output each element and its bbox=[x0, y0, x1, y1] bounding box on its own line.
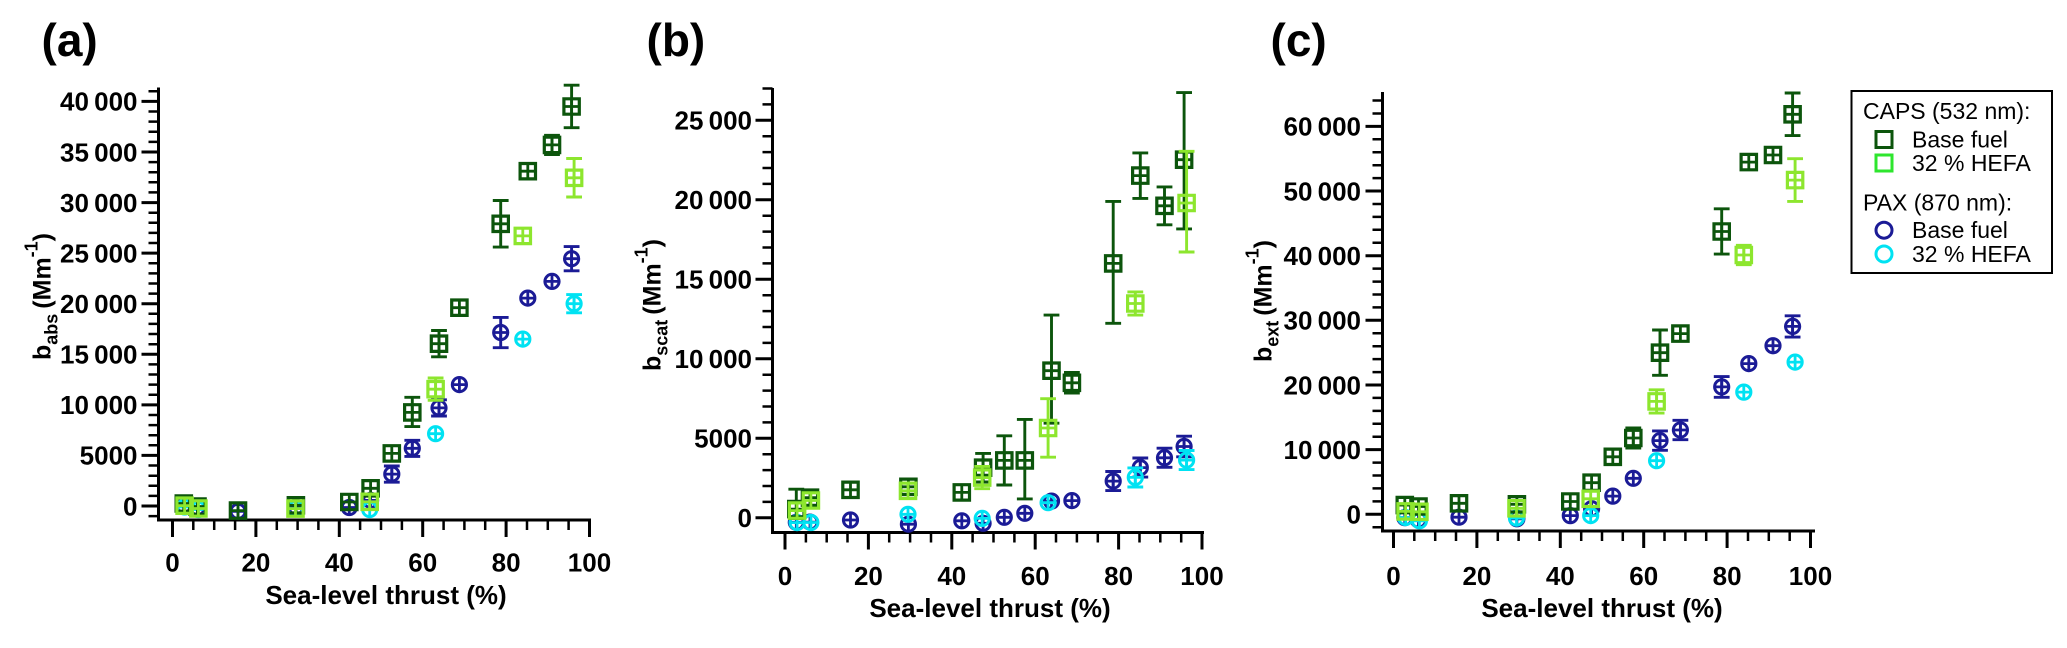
svg-text:20 000: 20 000 bbox=[1283, 370, 1361, 400]
svg-text:60: 60 bbox=[1021, 561, 1050, 591]
svg-text:Sea-level thrust (%): Sea-level thrust (%) bbox=[1481, 593, 1722, 623]
svg-text:Sea-level thrust (%): Sea-level thrust (%) bbox=[265, 580, 506, 610]
svg-text:15 000: 15 000 bbox=[60, 340, 138, 370]
svg-text:80: 80 bbox=[492, 548, 521, 578]
svg-text:bext (Mm-1): bext (Mm-1) bbox=[1243, 240, 1283, 362]
svg-text:bscat (Mm-1): bscat (Mm-1) bbox=[632, 239, 672, 371]
svg-text:10 000: 10 000 bbox=[1283, 435, 1361, 465]
svg-text:80: 80 bbox=[1713, 561, 1742, 591]
svg-text:0: 0 bbox=[778, 561, 792, 591]
svg-text:30 000: 30 000 bbox=[60, 188, 138, 218]
svg-text:100: 100 bbox=[568, 548, 611, 578]
svg-text:(b): (b) bbox=[647, 14, 706, 66]
svg-text:35 000: 35 000 bbox=[60, 137, 138, 167]
svg-text:Sea-level thrust (%): Sea-level thrust (%) bbox=[869, 593, 1110, 623]
svg-text:40 000: 40 000 bbox=[1283, 241, 1361, 271]
svg-text:20: 20 bbox=[854, 561, 883, 591]
svg-text:Base fuel: Base fuel bbox=[1912, 127, 2008, 153]
svg-text:20 000: 20 000 bbox=[60, 289, 138, 319]
svg-text:5000: 5000 bbox=[80, 441, 138, 471]
svg-text:20: 20 bbox=[1462, 561, 1491, 591]
svg-text:babs (Mm-1): babs (Mm-1) bbox=[22, 233, 62, 360]
svg-text:10 000: 10 000 bbox=[60, 390, 138, 420]
svg-text:100: 100 bbox=[1789, 561, 1832, 591]
svg-text:40 000: 40 000 bbox=[60, 87, 138, 117]
svg-text:Base fuel: Base fuel bbox=[1912, 217, 2008, 243]
svg-text:32 % HEFA: 32 % HEFA bbox=[1912, 150, 2032, 176]
svg-text:20: 20 bbox=[241, 548, 270, 578]
svg-text:0: 0 bbox=[1347, 500, 1361, 530]
svg-text:40: 40 bbox=[1546, 561, 1575, 591]
svg-text:0: 0 bbox=[165, 548, 179, 578]
svg-text:15 000: 15 000 bbox=[674, 265, 752, 295]
svg-text:60: 60 bbox=[408, 548, 437, 578]
svg-text:32 % HEFA: 32 % HEFA bbox=[1912, 241, 2032, 267]
svg-text:100: 100 bbox=[1180, 561, 1223, 591]
svg-text:25 000: 25 000 bbox=[674, 106, 752, 136]
svg-text:5000: 5000 bbox=[694, 424, 752, 454]
svg-text:0: 0 bbox=[1386, 561, 1400, 591]
svg-text:50 000: 50 000 bbox=[1283, 176, 1361, 206]
svg-text:60 000: 60 000 bbox=[1283, 112, 1361, 142]
svg-text:(c): (c) bbox=[1271, 14, 1327, 66]
svg-text:10 000: 10 000 bbox=[674, 344, 752, 374]
svg-text:40: 40 bbox=[937, 561, 966, 591]
svg-text:80: 80 bbox=[1104, 561, 1133, 591]
svg-text:20 000: 20 000 bbox=[674, 185, 752, 215]
svg-text:30 000: 30 000 bbox=[1283, 306, 1361, 336]
svg-text:PAX (870 nm):: PAX (870 nm): bbox=[1863, 190, 2012, 216]
svg-text:0: 0 bbox=[123, 491, 137, 521]
svg-text:CAPS (532 nm):: CAPS (532 nm): bbox=[1863, 98, 2030, 124]
svg-text:60: 60 bbox=[1629, 561, 1658, 591]
svg-text:0: 0 bbox=[738, 503, 752, 533]
svg-text:40: 40 bbox=[325, 548, 354, 578]
svg-text:(a): (a) bbox=[42, 14, 98, 66]
svg-text:25 000: 25 000 bbox=[60, 238, 138, 268]
